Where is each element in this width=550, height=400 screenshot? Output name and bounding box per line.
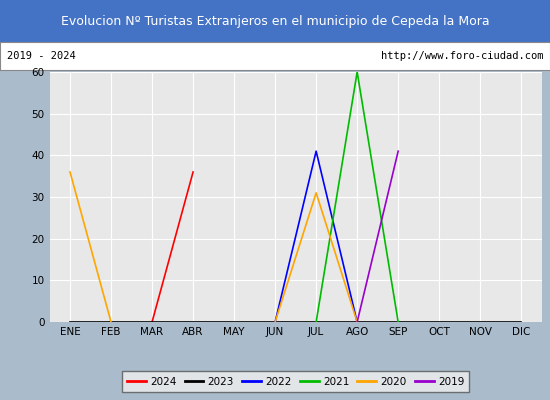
2023: [518, 320, 525, 324]
2021: [354, 70, 360, 74]
2022: [272, 320, 278, 324]
2022: [313, 149, 320, 154]
2020: [67, 170, 73, 174]
Line: 2021: 2021: [316, 72, 398, 322]
Text: http://www.foro-ciudad.com: http://www.foro-ciudad.com: [381, 51, 543, 61]
Legend: 2024, 2023, 2022, 2021, 2020, 2019: 2024, 2023, 2022, 2021, 2020, 2019: [122, 371, 470, 392]
2019: [354, 320, 360, 324]
Text: 2019 - 2024: 2019 - 2024: [7, 51, 75, 61]
2023: [108, 320, 114, 324]
2023: [148, 320, 155, 324]
2023: [231, 320, 238, 324]
2023: [436, 320, 443, 324]
2022: [354, 320, 360, 324]
Line: 2019: 2019: [357, 151, 398, 322]
2023: [477, 320, 483, 324]
2023: [313, 320, 320, 324]
2021: [395, 320, 402, 324]
2021: [313, 320, 320, 324]
Text: Evolucion Nº Turistas Extranjeros en el municipio de Cepeda la Mora: Evolucion Nº Turistas Extranjeros en el …: [60, 14, 490, 28]
2023: [272, 320, 278, 324]
Line: 2020: 2020: [70, 172, 111, 322]
2023: [395, 320, 402, 324]
2020: [108, 320, 114, 324]
2023: [190, 320, 196, 324]
Line: 2022: 2022: [275, 151, 357, 322]
2023: [67, 320, 73, 324]
2019: [395, 149, 402, 154]
2023: [354, 320, 360, 324]
